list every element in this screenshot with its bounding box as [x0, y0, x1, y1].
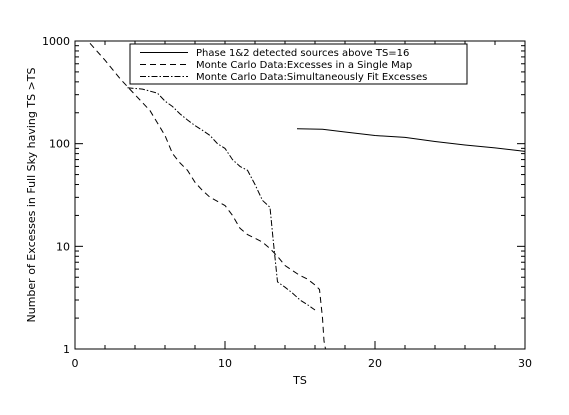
y-tick-label: 10	[56, 240, 70, 253]
x-axis-label: TS	[292, 374, 307, 387]
x-tick-label: 20	[368, 357, 382, 370]
y-tick-label: 1000	[42, 35, 70, 48]
y-tick-label: 100	[49, 138, 70, 151]
series-line-simultaneous-fit	[127, 87, 316, 311]
series-layer	[89, 42, 526, 350]
y-axis-label: Number of Excesses in Full Sky having TS…	[25, 68, 38, 323]
x-axis-ticks: 0 10 20 30	[72, 41, 532, 370]
legend-label-phase12: Phase 1&2 detected sources above TS=16	[196, 48, 409, 59]
plot-frame	[74, 40, 526, 350]
legend-box	[129, 43, 468, 85]
legend-label-simultaneous-fit: Monte Carlo Data:Simultaneously Fit Exce…	[196, 72, 427, 83]
x-tick-label: 30	[518, 357, 532, 370]
legend: Phase 1&2 detected sources above TS=16 M…	[129, 43, 468, 85]
x-tick-label: 0	[72, 357, 79, 370]
x-tick-label: 10	[218, 357, 232, 370]
y-axis-ticks: 1 10 100 1000	[42, 35, 525, 356]
y-tick-label: 1	[63, 343, 70, 356]
series-line-single-map	[89, 42, 326, 350]
series-line-phase12	[296, 128, 526, 152]
legend-label-single-map: Monte Carlo Data:Excesses in a Single Ma…	[196, 60, 412, 71]
